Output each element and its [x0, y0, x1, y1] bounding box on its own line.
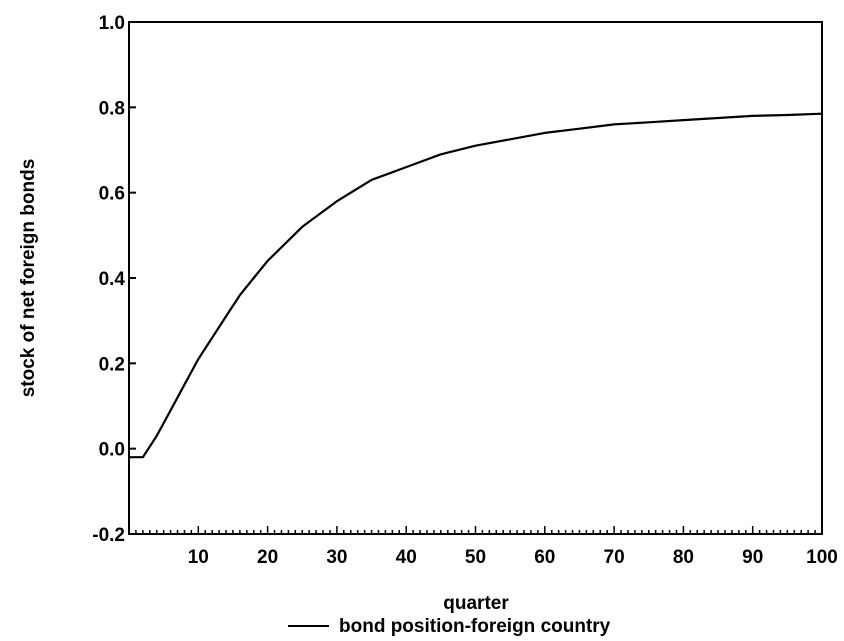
y-tick-label: 0.8	[99, 98, 125, 119]
x-tick-label: 20	[257, 547, 278, 568]
x-tick-label: 40	[396, 547, 417, 568]
x-tick-label: 70	[604, 547, 625, 568]
x-axis-ticks: 10 20 30 40 50 60 70 80 90 100	[135, 526, 838, 568]
series-group	[129, 112, 823, 459]
x-tick-label: 90	[742, 547, 763, 568]
plot-frame	[128, 21, 823, 535]
y-tick-label: 0.4	[99, 269, 126, 290]
y-axis-ticks: -0.2 0.0 0.2 0.4 0.6 0.8 1.0	[92, 13, 136, 546]
y-tick-label: 1.0	[99, 13, 125, 34]
x-tick-label: 100	[806, 547, 838, 568]
y-tick-label: 0.0	[99, 440, 125, 461]
x-tick-label: 50	[465, 547, 486, 568]
series-line	[129, 112, 823, 459]
y-axis-label: stock of net foreign bonds	[18, 159, 39, 398]
x-axis-label: quarter	[443, 593, 509, 614]
y-tick-label: -0.2	[92, 525, 125, 546]
x-tick-label: 60	[534, 547, 555, 568]
legend-label: bond position-foreign country	[339, 616, 611, 637]
x-tick-label: 80	[673, 547, 694, 568]
x-tick-label: 30	[326, 547, 347, 568]
x-tick-label: 10	[188, 547, 209, 568]
y-tick-label: 0.2	[99, 354, 125, 375]
y-tick-label: 0.6	[99, 184, 125, 205]
